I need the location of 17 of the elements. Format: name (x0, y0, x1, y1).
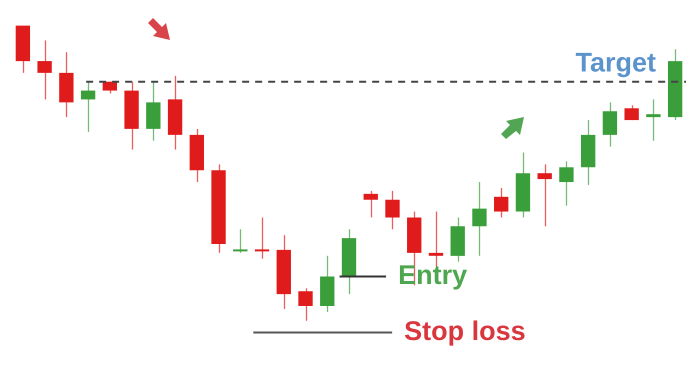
candlestick (102, 81, 118, 94)
candlestick (538, 164, 552, 227)
ref-line-label: Target (575, 48, 656, 78)
candlestick (233, 228, 248, 254)
candlestick (494, 187, 508, 218)
ref-line-label: Stop loss (404, 316, 526, 346)
candlestick (80, 81, 96, 133)
candlestick (646, 98, 661, 142)
candlestick (254, 216, 270, 260)
candlestick (624, 104, 639, 121)
candlestick (472, 181, 487, 256)
candlestick (602, 102, 618, 148)
candlestick (385, 190, 400, 230)
candlestick (364, 190, 378, 218)
candlestick (298, 288, 313, 322)
candlestick (37, 40, 52, 100)
candlestick (559, 160, 574, 206)
